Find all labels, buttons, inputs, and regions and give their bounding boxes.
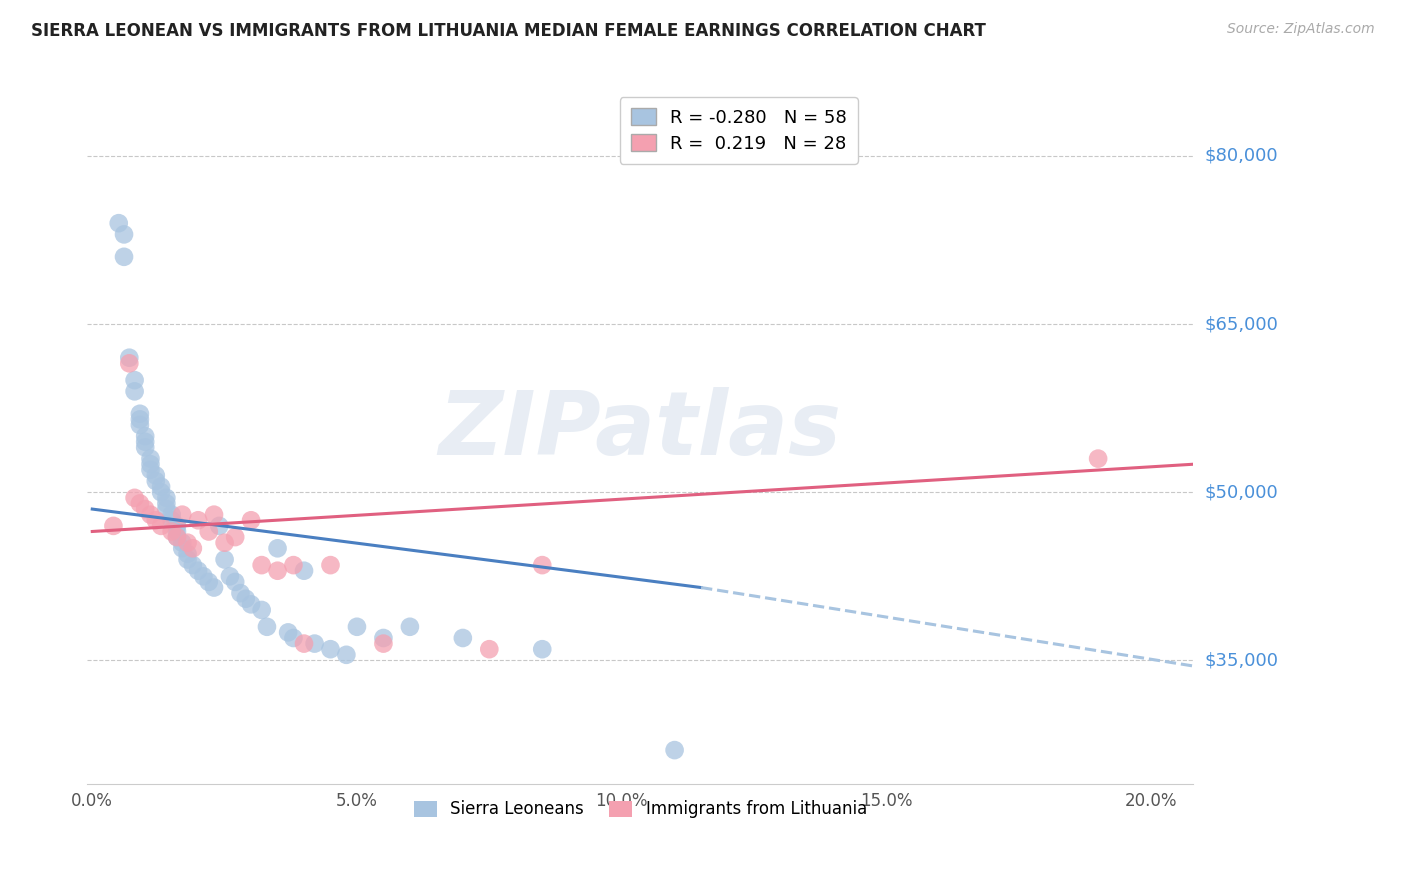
Point [214,552,236,566]
Point [256,620,278,634]
Point [124,491,146,505]
Text: $50,000: $50,000 [1205,483,1278,501]
Point [129,496,152,510]
Point [124,373,146,387]
Point [129,407,152,421]
Point [172,541,194,556]
Point [373,637,395,651]
Point [219,569,242,583]
Point [129,417,152,432]
Point [235,591,257,606]
Point [107,216,129,230]
Point [187,564,209,578]
Point [134,502,156,516]
Point [134,434,156,449]
Text: Source: ZipAtlas.com: Source: ZipAtlas.com [1227,22,1375,37]
Point [139,508,162,522]
Text: ZIPatlas: ZIPatlas [439,387,842,474]
Point [224,574,246,589]
Point [150,480,173,494]
Point [224,530,246,544]
Point [145,468,167,483]
Point [155,502,177,516]
Point [166,519,188,533]
Point [335,648,357,662]
Point [283,631,305,645]
Point [304,637,326,651]
Point [193,569,215,583]
Point [292,564,315,578]
Point [155,496,177,510]
Point [145,474,167,488]
Point [373,631,395,645]
Point [277,625,299,640]
Point [181,541,204,556]
Point [160,524,183,539]
Point [166,530,188,544]
Text: $35,000: $35,000 [1205,651,1278,669]
Point [176,535,198,549]
Point [134,429,156,443]
Point [197,524,219,539]
Text: SIERRA LEONEAN VS IMMIGRANTS FROM LITHUANIA MEDIAN FEMALE EARNINGS CORRELATION C: SIERRA LEONEAN VS IMMIGRANTS FROM LITHUA… [31,22,986,40]
Point [266,564,288,578]
Point [197,574,219,589]
Point [166,524,188,539]
Point [160,513,183,527]
Point [160,508,183,522]
Point [155,491,177,505]
Point [208,519,231,533]
Point [283,558,305,573]
Point [150,485,173,500]
Point [240,598,263,612]
Point [150,519,173,533]
Point [112,227,135,242]
Point [346,620,368,634]
Point [451,631,474,645]
Point [664,743,686,757]
Point [124,384,146,399]
Point [118,351,141,365]
Point [134,441,156,455]
Point [181,558,204,573]
Text: $65,000: $65,000 [1205,315,1278,333]
Point [292,637,315,651]
Point [176,552,198,566]
Point [176,547,198,561]
Point [399,620,422,634]
Point [172,535,194,549]
Point [139,463,162,477]
Point [112,250,135,264]
Text: $80,000: $80,000 [1205,147,1278,165]
Point [103,519,125,533]
Point [250,603,273,617]
Point [139,457,162,471]
Point [478,642,501,657]
Point [139,451,162,466]
Point [187,513,209,527]
Point [202,581,225,595]
Point [319,642,342,657]
Point [118,356,141,370]
Point [266,541,288,556]
Point [1087,451,1109,466]
Point [250,558,273,573]
Point [172,508,194,522]
Legend: Sierra Leoneans, Immigrants from Lithuania: Sierra Leoneans, Immigrants from Lithuan… [406,794,873,825]
Point [166,530,188,544]
Point [229,586,252,600]
Point [145,513,167,527]
Point [129,412,152,426]
Point [531,642,554,657]
Point [531,558,554,573]
Point [240,513,263,527]
Point [202,508,225,522]
Point [319,558,342,573]
Point [214,535,236,549]
